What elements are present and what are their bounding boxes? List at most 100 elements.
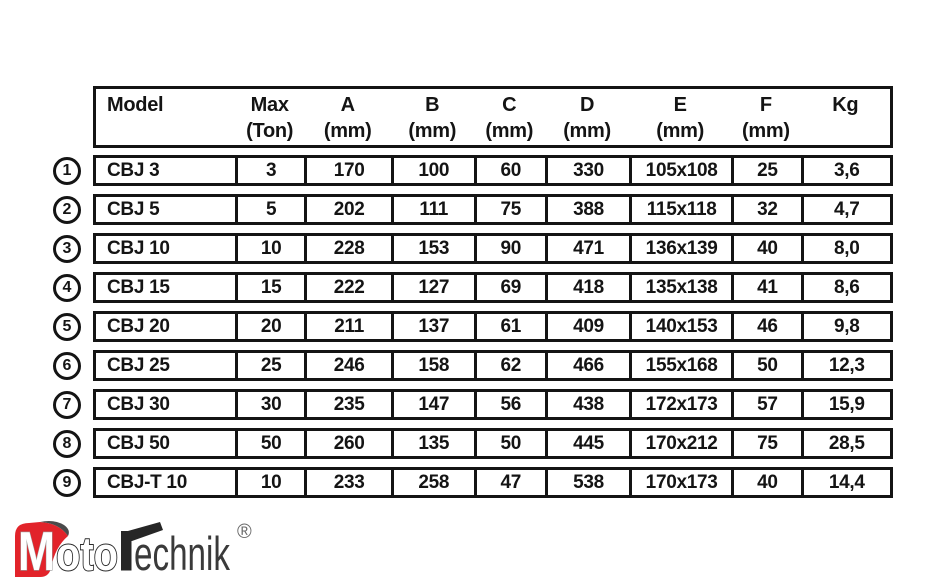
cell-e: 170x173 <box>629 470 731 495</box>
cell-model: CBJ 5 <box>107 198 160 220</box>
cell-c: 47 <box>473 470 545 495</box>
logo-red-shape <box>15 522 68 577</box>
row-cells: CBJ 20 20 211 137 61 409 140x153 46 9,8 <box>93 311 893 342</box>
registered-trademark-icon: ® <box>237 521 252 543</box>
cell-b: 258 <box>390 470 474 495</box>
cell-e: 136x139 <box>629 236 731 261</box>
header-cell-b: B (mm) <box>391 89 474 145</box>
cell-e: 170x212 <box>629 431 731 456</box>
header-unit: (mm) <box>563 120 611 142</box>
header-cell-f: F (mm) <box>731 89 800 145</box>
cell-b: 100 <box>390 158 474 183</box>
row-number-badge: 3 <box>48 234 93 263</box>
header-cell-model: Model <box>96 89 235 145</box>
cell-d: 538 <box>544 470 629 495</box>
cell-f: 75 <box>731 431 800 456</box>
cell-kg: 8,6 <box>800 275 890 300</box>
header-unit: (mm) <box>485 120 534 142</box>
cell-c: 61 <box>473 314 545 339</box>
mototechnik-logo: M oto echnik ® <box>15 519 252 583</box>
header-label: C <box>502 94 517 116</box>
row-number-circle: 9 <box>53 468 81 497</box>
cell-kg: 3,6 <box>800 158 890 183</box>
header-label: D <box>579 94 595 116</box>
row-number-circle: 4 <box>53 273 81 302</box>
cell-d: 471 <box>544 236 629 261</box>
cell-kg: 12,3 <box>800 353 890 378</box>
row-number-circle: 8 <box>53 429 81 458</box>
cell-d: 445 <box>544 431 629 456</box>
cell-e: 172x173 <box>629 392 731 417</box>
table-row: 1 CBJ 3 3 170 100 60 330 105x108 25 3,6 <box>48 155 893 186</box>
header-cell-kg: Kg <box>801 89 890 145</box>
cell-model: CBJ 3 <box>107 159 160 181</box>
row-number-badge: 2 <box>48 195 93 224</box>
header-cell-c: C (mm) <box>474 89 545 145</box>
cell-f: 40 <box>731 470 800 495</box>
cell-c: 56 <box>473 392 545 417</box>
header-unit: (mm) <box>656 120 704 142</box>
cell-c: 75 <box>473 197 545 222</box>
cell-model: CBJ 20 <box>107 315 170 337</box>
cell-max: 10 <box>234 470 304 495</box>
cell-c: 69 <box>473 275 545 300</box>
table-row: 9 CBJ-T 10 10 233 258 47 538 170x173 40 … <box>48 467 893 498</box>
logo-letter-t <box>121 522 163 571</box>
row-number-badge: 5 <box>48 312 93 341</box>
table-header-row: Model Max (Ton) A (mm) B (mm) C (mm) D (… <box>93 86 893 148</box>
table-row: 2 CBJ 5 5 202 111 75 388 115x118 32 4,7 <box>48 194 893 225</box>
table-row: 5 CBJ 20 20 211 137 61 409 140x153 46 9,… <box>48 311 893 342</box>
cell-kg: 14,4 <box>800 470 890 495</box>
cell-b: 127 <box>390 275 474 300</box>
cell-e: 115x118 <box>629 197 731 222</box>
cell-b: 153 <box>390 236 474 261</box>
spec-table: Model Max (Ton) A (mm) B (mm) C (mm) D (… <box>48 86 893 498</box>
row-number-circle: 2 <box>53 195 81 224</box>
cell-d: 438 <box>544 392 629 417</box>
cell-e: 140x153 <box>629 314 731 339</box>
header-label: F <box>759 94 772 116</box>
cell-a: 202 <box>304 197 391 222</box>
cell-a: 235 <box>304 392 391 417</box>
cell-c: 50 <box>473 431 545 456</box>
cell-model: CBJ 15 <box>107 276 170 298</box>
cell-a: 222 <box>304 275 391 300</box>
header-label: Kg <box>832 94 859 116</box>
cell-kg: 4,7 <box>800 197 890 222</box>
header-label: E <box>673 94 687 116</box>
cell-max: 20 <box>234 314 304 339</box>
row-number-badge: 8 <box>48 429 93 458</box>
row-number-badge: 6 <box>48 351 93 380</box>
row-cells: CBJ 30 30 235 147 56 438 172x173 57 15,9 <box>93 389 893 420</box>
row-number-badge: 1 <box>48 156 93 185</box>
cell-a: 233 <box>304 470 391 495</box>
header-cell-e: E (mm) <box>629 89 731 145</box>
header-cell-max: Max (Ton) <box>235 89 304 145</box>
cell-a: 246 <box>304 353 391 378</box>
row-number-circle: 3 <box>53 234 81 263</box>
header-unit: (mm) <box>323 120 372 142</box>
logo-letter-m: M <box>18 520 55 582</box>
cell-a: 228 <box>304 236 391 261</box>
header-cell-d: D (mm) <box>545 89 629 145</box>
header-cell-a: A (mm) <box>304 89 391 145</box>
row-cells: CBJ 25 25 246 158 62 466 155x168 50 12,3 <box>93 350 893 381</box>
cell-b: 158 <box>390 353 474 378</box>
logo-text-echnik: echnik <box>134 527 230 580</box>
cell-f: 57 <box>731 392 800 417</box>
cell-model: CBJ 10 <box>107 237 170 259</box>
header-unit: (Ton) <box>246 120 294 142</box>
cell-e: 155x168 <box>629 353 731 378</box>
cell-e: 135x138 <box>629 275 731 300</box>
row-number-circle: 6 <box>53 351 81 380</box>
cell-a: 211 <box>304 314 391 339</box>
cell-kg: 28,5 <box>800 431 890 456</box>
cell-model: CBJ-T 10 <box>107 471 187 493</box>
table-row: 6 CBJ 25 25 246 158 62 466 155x168 50 12… <box>48 350 893 381</box>
cell-d: 466 <box>544 353 629 378</box>
table-row: 3 CBJ 10 10 228 153 90 471 136x139 40 8,… <box>48 233 893 264</box>
cell-kg: 15,9 <box>800 392 890 417</box>
header-unit: (mm) <box>742 120 790 142</box>
logo-gray-accent <box>40 521 69 536</box>
